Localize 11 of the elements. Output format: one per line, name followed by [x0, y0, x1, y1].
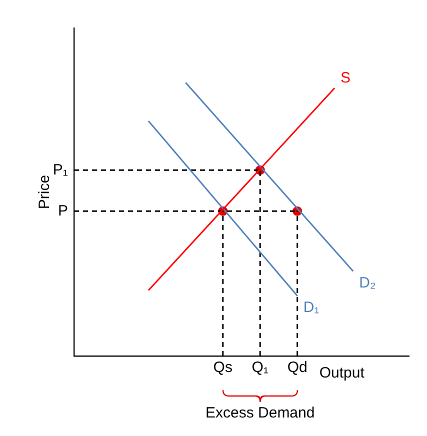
- text: P: [58, 202, 68, 220]
- y-axis-title: Price: [36, 174, 54, 210]
- text: P₁: [52, 161, 68, 178]
- x-tick-label: Q₁: [252, 359, 268, 376]
- x-tick-label: Qs: [213, 359, 232, 376]
- series-label: D₂: [359, 274, 376, 292]
- x-axis-title: Output: [319, 364, 366, 382]
- text: Excess Demand: [206, 404, 315, 422]
- x-tick-label: Qd: [287, 359, 308, 376]
- series-label: D₁: [303, 299, 320, 316]
- series-label: S: [340, 69, 351, 86]
